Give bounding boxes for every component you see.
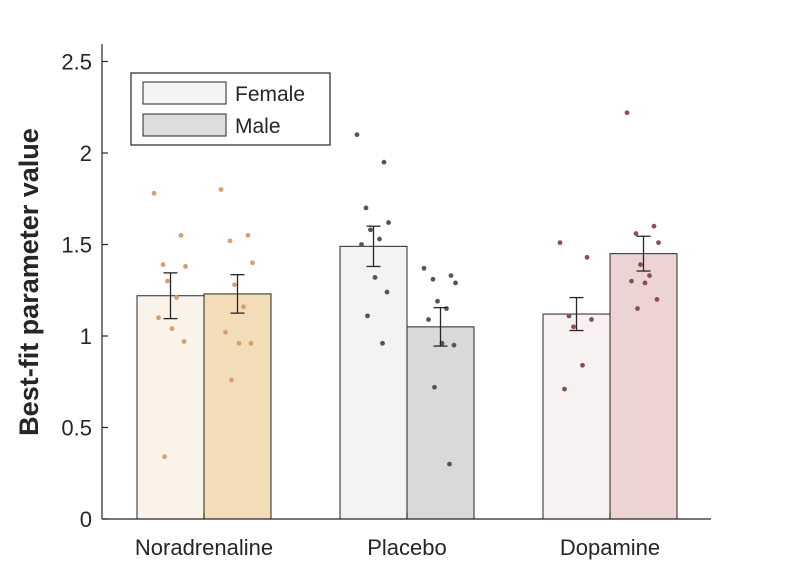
x-ticks: Noradrenaline Placebo Dopamine [135,513,660,560]
data-point-placebo-female [359,242,364,247]
data-point-noradrenaline-male [250,260,255,266]
points-layer [151,110,661,467]
error-bar-noradrenaline-male [230,274,245,314]
data-point-placebo-female [377,236,382,242]
legend-label-male: Male [235,115,281,138]
legend-swatch-male [142,113,227,137]
data-point-dopamine-female [566,313,572,319]
data-point-dopamine-male [629,278,634,284]
data-point-placebo-male [447,461,452,467]
data-point-dopamine-female [557,240,563,246]
data-point-noradrenaline-female [174,295,179,300]
data-point-dopamine-male [642,280,648,286]
data-point-placebo-female [365,313,370,319]
bar-dopamine-male [609,253,678,520]
data-point-placebo-female [363,205,369,211]
data-point-dopamine-male [638,262,643,268]
data-point-placebo-female [381,159,387,165]
data-point-noradrenaline-female [183,264,188,269]
error-bar-placebo-male [433,306,448,347]
data-point-placebo-male [421,265,427,271]
data-point-placebo-male [451,342,457,348]
data-point-noradrenaline-male [248,340,254,346]
data-point-placebo-male [430,276,436,282]
legend: Female Male [130,72,331,146]
y-tick-label: 1 [80,324,92,349]
bar-placebo-male [406,326,475,520]
data-point-noradrenaline-male [245,232,251,238]
data-point-noradrenaline-female [178,232,184,238]
y-tick-label: 2 [80,141,92,166]
data-point-placebo-male [453,280,458,286]
x-tick-label: Noradrenaline [135,535,273,560]
y-ticks: 0 0.5 1 1.5 2 2.5 [61,50,108,532]
y-tick-label: 1.5 [61,233,92,258]
legend-swatch-female [142,81,227,105]
error-bar-placebo-female [366,225,381,268]
data-point-noradrenaline-female [169,326,175,332]
data-point-noradrenaline-male [223,329,228,335]
data-point-dopamine-male [647,273,652,279]
legend-label-female: Female [235,83,305,106]
data-point-placebo-female [354,132,360,138]
data-point-noradrenaline-female [165,278,170,284]
data-point-noradrenaline-male [236,340,242,346]
data-point-dopamine-male [635,306,640,311]
data-point-dopamine-male [633,231,639,236]
data-point-dopamine-male [651,223,657,229]
data-point-placebo-male [426,317,431,322]
data-point-dopamine-female [562,386,567,392]
data-point-placebo-male [444,306,449,311]
data-point-dopamine-male [624,110,630,116]
data-point-placebo-male [448,273,454,279]
data-point-placebo-female [368,227,373,233]
data-point-dopamine-female [571,324,576,330]
data-point-noradrenaline-male [218,187,224,193]
data-point-dopamine-male [654,297,660,302]
data-point-noradrenaline-female [181,339,187,344]
data-point-dopamine-male [656,240,661,246]
data-point-dopamine-female [589,317,594,322]
data-point-noradrenaline-female [151,190,157,196]
data-point-placebo-female [380,340,385,346]
data-point-noradrenaline-female [156,315,161,321]
data-point-noradrenaline-male [232,282,237,288]
data-point-dopamine-female [580,362,585,368]
y-tick-label: 2.5 [61,50,92,75]
data-point-noradrenaline-female [160,262,166,268]
bar-noradrenaline-male [203,293,272,520]
x-tick-label: Placebo [367,535,447,560]
y-axis-label: Best-fit parameter value [14,128,44,436]
y-tick-label: 0.5 [61,416,92,441]
data-point-placebo-female [386,220,391,225]
data-point-placebo-male [435,298,440,304]
data-point-noradrenaline-male [241,304,246,310]
data-point-placebo-male [432,384,437,390]
data-point-noradrenaline-male [229,377,234,383]
data-point-placebo-female [372,275,378,280]
errorbars-layer [163,225,651,347]
data-point-noradrenaline-male [227,238,233,244]
data-point-dopamine-female [584,254,590,260]
bar-noradrenaline-female [136,295,205,520]
bars-layer [136,245,678,520]
x-tick-label: Dopamine [560,535,660,560]
y-tick-label: 0 [80,507,92,532]
error-bar-dopamine-male [636,235,651,272]
error-bar-dopamine-female [569,296,584,332]
bar-placebo-female [339,245,408,520]
bar-dopamine-female [542,313,611,520]
data-point-noradrenaline-female [162,454,167,460]
data-point-placebo-female [384,289,390,295]
error-bar-noradrenaline-female [163,272,178,320]
